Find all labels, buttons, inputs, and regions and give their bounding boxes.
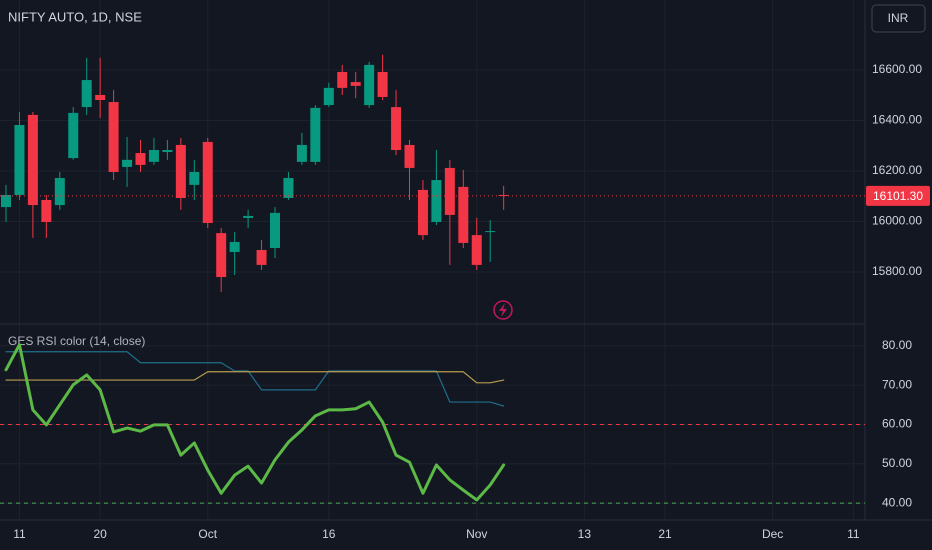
candle-body <box>391 107 402 151</box>
candle-body <box>444 167 455 215</box>
candle-body <box>175 144 186 198</box>
candle-body <box>323 87 334 106</box>
candle-body <box>471 235 482 265</box>
candle-body <box>81 80 92 108</box>
candle-body <box>108 102 119 172</box>
candle-body <box>41 200 52 222</box>
y-tick-label: 16000.00 <box>872 214 922 228</box>
series-line <box>5 351 505 407</box>
candle-body <box>216 233 227 278</box>
y-tick-label: 15800.00 <box>872 264 922 278</box>
symbol-title: NIFTY AUTO, 1D, NSE <box>8 9 142 24</box>
candle-body <box>404 144 415 168</box>
x-tick-label: Dec <box>762 527 783 541</box>
candle-body <box>1 194 11 208</box>
candle-body <box>498 194 509 196</box>
candle-body <box>377 71 388 97</box>
x-tick-label: 21 <box>658 527 672 541</box>
candle-body <box>256 250 267 265</box>
candle-body <box>122 159 133 167</box>
candle-body <box>337 71 348 88</box>
candle-body <box>54 178 65 206</box>
candle-body <box>95 94 106 101</box>
candle-body <box>350 82 361 86</box>
candle-body <box>431 180 442 222</box>
y-tick-label: 60.00 <box>882 417 912 431</box>
candle-body <box>283 178 294 198</box>
candle-body <box>364 64 375 106</box>
candle-body <box>68 112 79 159</box>
candle-body <box>202 141 213 223</box>
candle-body <box>148 150 159 162</box>
y-tick-label: 80.00 <box>882 338 912 352</box>
series-line <box>5 371 505 384</box>
y-tick-label: 16200.00 <box>872 163 922 177</box>
candle-body <box>27 114 38 206</box>
y-tick-label: 40.00 <box>882 495 912 509</box>
indicator-title: GES RSI color (14, close) <box>8 334 145 348</box>
y-tick-label: 16400.00 <box>872 113 922 127</box>
candle-body <box>229 241 240 253</box>
x-tick-label: Nov <box>466 527 487 541</box>
x-tick-label: 11 <box>13 527 26 541</box>
y-tick-label: 16600.00 <box>872 62 922 76</box>
candle-body <box>296 144 307 162</box>
icon-bolt[interactable] <box>499 303 507 317</box>
candle-body <box>189 171 200 185</box>
candle-body <box>14 125 25 195</box>
x-tick-label: 11 <box>847 527 860 541</box>
x-tick-label: Oct <box>198 527 217 541</box>
y-tick-label: 70.00 <box>882 377 912 391</box>
x-tick-label: 20 <box>93 527 107 541</box>
currency-label[interactable]: INR <box>888 11 909 25</box>
series-line <box>4 343 506 502</box>
candle-body <box>310 107 321 162</box>
x-tick-label: 16 <box>322 527 336 541</box>
x-tick-label: 13 <box>578 527 592 541</box>
candle-body <box>270 212 280 248</box>
currency-button[interactable] <box>871 4 926 33</box>
y-tick-label: 50.00 <box>882 456 912 470</box>
last-price-box <box>866 185 930 206</box>
lightning-icon[interactable] <box>493 300 513 320</box>
last-price-label: 16101.30 <box>873 189 923 203</box>
candle-body <box>135 153 146 165</box>
icon-circle[interactable] <box>493 300 513 320</box>
candle-body <box>417 189 428 236</box>
candle-body <box>162 150 173 153</box>
candle-body <box>485 231 496 233</box>
candle-body <box>458 186 469 243</box>
candle-body <box>243 215 254 218</box>
